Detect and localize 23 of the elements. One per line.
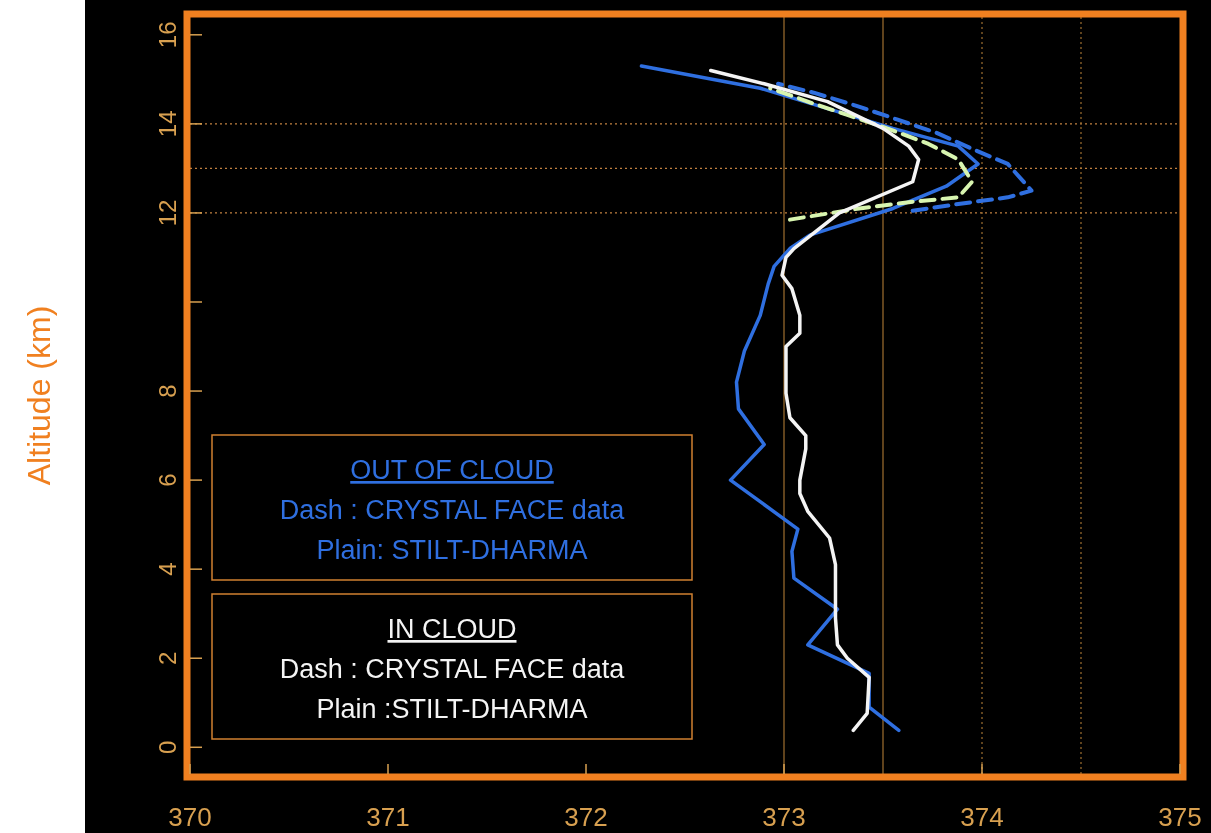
y-tick-label: 8 [154,384,181,398]
line-series [708,68,921,733]
annotation: Plain: STILT-DHARMA [316,535,588,565]
line-series [768,86,975,222]
annotation: Dash : CRYSTAL FACE data [279,654,626,684]
y-tick-label: 2 [154,651,181,665]
x-tick-label: 372 [564,802,608,832]
y-tick-label: 14 [154,110,181,138]
annotation: OUT OF CLOUD [350,455,554,485]
x-tick-label: 370 [168,802,212,832]
y-tick-label: 4 [154,562,181,576]
x-tick-label: 373 [762,802,806,832]
x-tick-label: 374 [960,802,1004,832]
y-tick-label: 6 [154,473,181,487]
y-tick-label: 16 [154,21,181,49]
annotation: Dash : CRYSTAL FACE data [279,495,626,525]
annotation: IN CLOUD [387,614,517,644]
y-tick-label: 0 [154,740,181,754]
y-axis-title: Altitude (km) [21,305,57,486]
y-tick-label: 12 [154,199,181,227]
annotation: Plain :STILT-DHARMA [316,694,588,724]
x-tick-label: 375 [1158,802,1202,832]
x-tick-label: 371 [366,802,410,832]
